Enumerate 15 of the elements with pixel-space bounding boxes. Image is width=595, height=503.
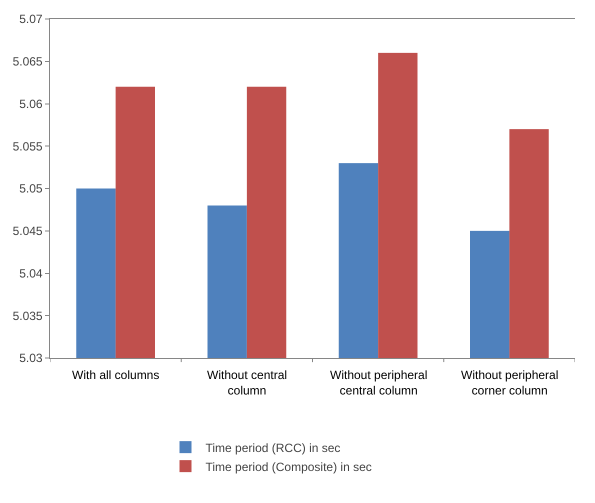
x-tick-label: Without central column — [207, 368, 288, 398]
y-tick-label: 5.03 — [19, 351, 43, 366]
y-tick-label: 5.04 — [19, 266, 43, 280]
y-tick-label: 5.06 — [19, 96, 43, 111]
legend-label: Time period (RCC) in sec — [206, 440, 340, 455]
y-tick-label: 5.05 — [19, 182, 43, 196]
y-tick-label: 5.07 — [19, 12, 43, 26]
y-tick-label: 5.035 — [12, 308, 43, 323]
x-tick-label: Without peripheral central column — [330, 368, 428, 398]
y-tick-label: 5.065 — [12, 54, 43, 69]
legend-label: Time period (Composite) in sec — [206, 460, 372, 474]
x-tick-label: Without peripheral corner column — [461, 368, 558, 398]
x-tick-label: With all columns — [72, 368, 160, 382]
y-tick-label: 5.045 — [12, 224, 43, 238]
y-tick-label: 5.055 — [12, 139, 43, 154]
